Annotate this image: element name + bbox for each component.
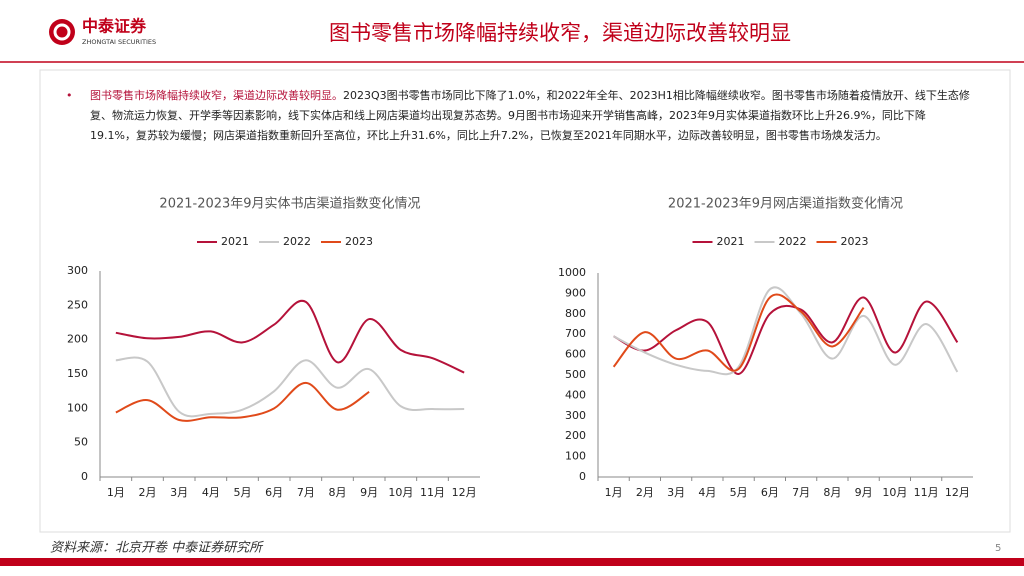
y-tick-label: 200 <box>67 333 88 346</box>
x-tick-label: 11月 <box>420 486 445 499</box>
footer-bar <box>0 558 1024 566</box>
x-tick-label: 9月 <box>855 486 873 499</box>
y-tick-label: 300 <box>67 264 88 277</box>
x-tick-label: 2月 <box>636 486 654 499</box>
y-tick-label: 150 <box>67 367 88 380</box>
x-tick-label: 4月 <box>698 486 716 499</box>
series-line <box>115 299 465 374</box>
content-frame <box>39 69 1011 533</box>
y-tick-label: 100 <box>565 450 586 463</box>
legend-label: 2023 <box>841 235 869 248</box>
series-line <box>115 381 370 422</box>
x-tick-label: 1月 <box>605 486 623 499</box>
legend-label: 2022 <box>283 235 311 248</box>
x-tick-label: 12月 <box>945 486 970 499</box>
logo-icon <box>49 19 75 45</box>
logo-text: 中泰证券 <box>82 17 147 36</box>
x-tick-label: 2月 <box>139 486 157 499</box>
y-tick-label: 700 <box>565 327 586 340</box>
page-title: 图书零售市场降幅持续收窄，渠道边际改善较明显 <box>329 21 791 45</box>
logo-en: ZHONGTAI SECURITIES <box>82 38 156 46</box>
x-tick-label: 8月 <box>823 486 841 499</box>
y-tick-label: 300 <box>565 409 586 422</box>
y-tick-label: 800 <box>565 307 586 320</box>
x-tick-label: 7月 <box>792 486 810 499</box>
y-tick-label: 1000 <box>558 266 586 279</box>
y-tick-label: 500 <box>565 368 586 381</box>
x-tick-label: 12月 <box>452 486 477 499</box>
x-tick-label: 7月 <box>297 486 315 499</box>
y-tick-label: 400 <box>565 388 586 401</box>
series-line <box>115 356 465 418</box>
y-tick-label: 0 <box>81 470 88 483</box>
bullet: 图书零售市场降幅持续收窄，渠道边际改善较明显。2023Q3图书零售市场同比下降了… <box>90 86 970 146</box>
chart-title: 2021-2023年9月实体书店渠道指数变化情况 <box>159 196 420 212</box>
y-tick-label: 200 <box>565 429 586 442</box>
y-tick-label: 600 <box>565 348 586 361</box>
legend-label: 2022 <box>779 235 807 248</box>
x-tick-label: 10月 <box>882 486 907 499</box>
x-tick-label: 3月 <box>170 486 188 499</box>
series-line <box>612 293 865 372</box>
bullet-dot: • <box>66 89 73 102</box>
x-tick-label: 5月 <box>730 486 748 499</box>
x-tick-label: 4月 <box>202 486 220 499</box>
x-tick-label: 3月 <box>667 486 685 499</box>
x-tick-label: 6月 <box>761 486 779 499</box>
bullet-highlight: 图书零售市场降幅持续收窄，渠道边际改善较明显。 <box>90 89 343 102</box>
logo-icon-ring <box>53 23 71 41</box>
page-number: 5 <box>995 543 1001 554</box>
y-tick-label: 50 <box>74 436 88 449</box>
x-tick-label: 10月 <box>388 486 413 499</box>
y-tick-label: 0 <box>579 470 586 483</box>
legend-label: 2021 <box>221 235 249 248</box>
x-tick-label: 11月 <box>914 486 939 499</box>
x-tick-label: 5月 <box>234 486 252 499</box>
x-tick-label: 1月 <box>107 486 125 499</box>
legend-label: 2021 <box>717 235 745 248</box>
chart-title: 2021-2023年9月网店渠道指数变化情况 <box>668 196 903 212</box>
y-tick-label: 250 <box>67 298 88 311</box>
x-tick-label: 6月 <box>265 486 283 499</box>
y-tick-label: 100 <box>67 401 88 414</box>
legend-label: 2023 <box>345 235 373 248</box>
series-line <box>613 296 959 375</box>
x-tick-label: 8月 <box>329 486 347 499</box>
bullet-text: 2023Q3图书零售市场同比下降了1.0%，和2022年全年、2023H1相比降… <box>90 89 970 142</box>
source: 资料来源：北京开卷 中泰证券研究所 <box>50 540 264 556</box>
x-tick-label: 9月 <box>360 486 378 499</box>
series-line <box>613 286 959 376</box>
y-tick-label: 900 <box>565 286 586 299</box>
